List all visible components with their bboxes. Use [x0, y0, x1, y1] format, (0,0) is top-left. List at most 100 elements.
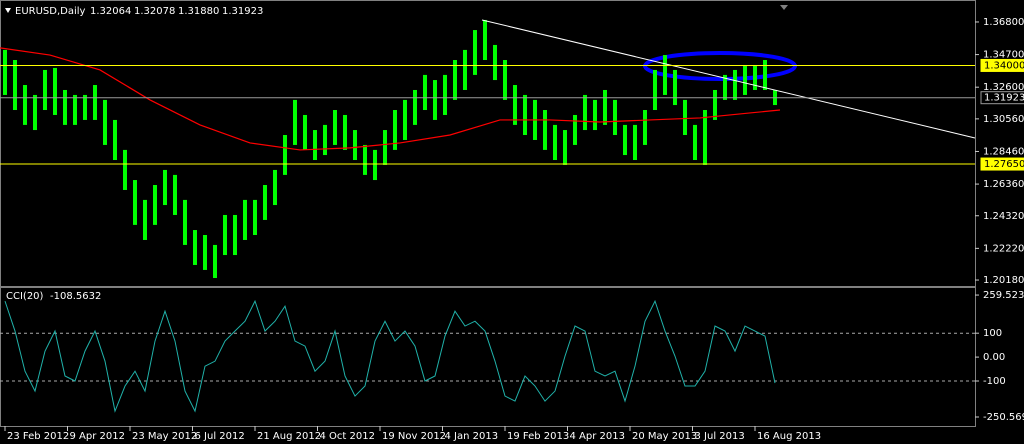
- price-bar: [743, 64, 747, 95]
- main-frame: [0, 0, 976, 287]
- price-bar: [153, 185, 157, 225]
- quote-value: 1.32064: [90, 6, 131, 17]
- price-bar: [593, 99, 597, 131]
- price-bar: [613, 99, 617, 136]
- price-bar: [353, 130, 357, 161]
- price-bar: [303, 114, 307, 150]
- price-bar: [713, 89, 717, 120]
- x-tick-label: 4 Oct 2012: [320, 431, 375, 442]
- cci-line: [4, 299, 776, 413]
- price-bar: [273, 169, 277, 206]
- price-bar: [53, 67, 57, 115]
- price-bar: [33, 94, 37, 131]
- price-bar: [463, 49, 467, 90]
- price-bar: [133, 180, 137, 225]
- price-bar: [403, 99, 407, 140]
- price-bar: [243, 199, 247, 240]
- price-bar: [573, 114, 577, 145]
- y-tick-label: 1.22220: [983, 243, 1024, 254]
- price-bar: [443, 74, 447, 115]
- price-bar: [583, 94, 587, 131]
- x-tick-label: 20 May 2013: [632, 431, 697, 442]
- price-bar: [63, 89, 67, 125]
- price-bar: [363, 144, 367, 175]
- moving-average: [0, 47, 781, 151]
- shift-marker: [780, 5, 788, 10]
- price-bar: [523, 94, 527, 136]
- price-bar: [183, 199, 187, 245]
- level-tag: [980, 157, 1024, 171]
- price-bar: [393, 110, 397, 150]
- level-label: 1.27650: [984, 159, 1024, 170]
- price-bar: [83, 94, 87, 120]
- price-bar: [543, 110, 547, 150]
- price-bar: [733, 69, 737, 100]
- price-bar: [283, 135, 287, 175]
- price-bar: [323, 124, 327, 156]
- level-label: 1.31923: [984, 93, 1024, 104]
- highlight-ellipse: [643, 51, 797, 81]
- price-bar: [213, 244, 217, 279]
- price-bar: [693, 124, 697, 161]
- x-tick-label: 4 Apr 2013: [570, 431, 625, 442]
- price-bar: [413, 89, 417, 125]
- y-tick-label: 0.00: [983, 352, 1005, 363]
- y-tick-label: 1.20180: [983, 275, 1024, 286]
- y-tick-label: -250.569: [983, 412, 1024, 423]
- price-bar: [313, 130, 317, 161]
- price-bar: [473, 30, 477, 75]
- price-bar: [703, 110, 707, 165]
- price-bar: [23, 85, 27, 125]
- price-bar: [253, 199, 257, 236]
- level-tag: [980, 58, 1024, 72]
- price-bar: [753, 64, 757, 90]
- price-bar: [423, 74, 427, 111]
- price-bar: [333, 110, 337, 145]
- quote-value: 1.31880: [178, 6, 219, 17]
- quote-value: 1.32078: [134, 6, 175, 17]
- price-bar: [203, 235, 207, 270]
- price-bar: [293, 99, 297, 145]
- x-tick-label: 3 Jul 2013: [695, 431, 745, 442]
- price-bar: [453, 60, 457, 100]
- trendline: [481, 19, 976, 139]
- x-tick-label: 6 Jul 2012: [195, 431, 245, 442]
- price-bar: [343, 114, 347, 150]
- price-bar: [553, 124, 557, 161]
- x-tick-label: 23 May 2012: [132, 431, 197, 442]
- quote-value: 1.31923: [222, 6, 263, 17]
- cci-title: CCI(20): [6, 291, 44, 302]
- y-tick-label: 100: [983, 328, 1002, 339]
- price-bar: [233, 214, 237, 256]
- price-bar: [623, 124, 627, 156]
- price-bar: [123, 149, 127, 190]
- price-bar: [73, 94, 77, 125]
- price-bar: [653, 69, 657, 111]
- y-tick-label: 1.24320: [983, 211, 1024, 222]
- x-tick-label: 9 Apr 2012: [70, 431, 125, 442]
- price-bar: [383, 130, 387, 165]
- x-tick-label: 4 Jan 2013: [445, 431, 499, 442]
- menu-arrow: [5, 8, 11, 13]
- y-tick-label: 1.26360: [983, 179, 1024, 190]
- price-bar: [103, 99, 107, 145]
- x-tick-label: 23 Feb 2012: [7, 431, 69, 442]
- price-bar: [663, 55, 667, 95]
- price-bar: [683, 99, 687, 136]
- price-bar: [763, 60, 767, 90]
- price-bar: [113, 119, 117, 161]
- price-bar: [193, 230, 197, 265]
- price-bar: [643, 110, 647, 145]
- y-tick-label: 1.30560: [983, 114, 1024, 125]
- price-bar: [433, 80, 437, 120]
- price-bar: [223, 214, 227, 256]
- cci-current: -108.5632: [50, 291, 101, 302]
- price-bar: [143, 199, 147, 240]
- price-bar: [43, 69, 47, 111]
- price-bar: [603, 89, 607, 125]
- price-bar: [513, 85, 517, 125]
- y-tick-label: 1.32600: [983, 82, 1024, 93]
- level-tag: [980, 91, 1024, 105]
- x-tick-label: 19 Nov 2012: [382, 431, 446, 442]
